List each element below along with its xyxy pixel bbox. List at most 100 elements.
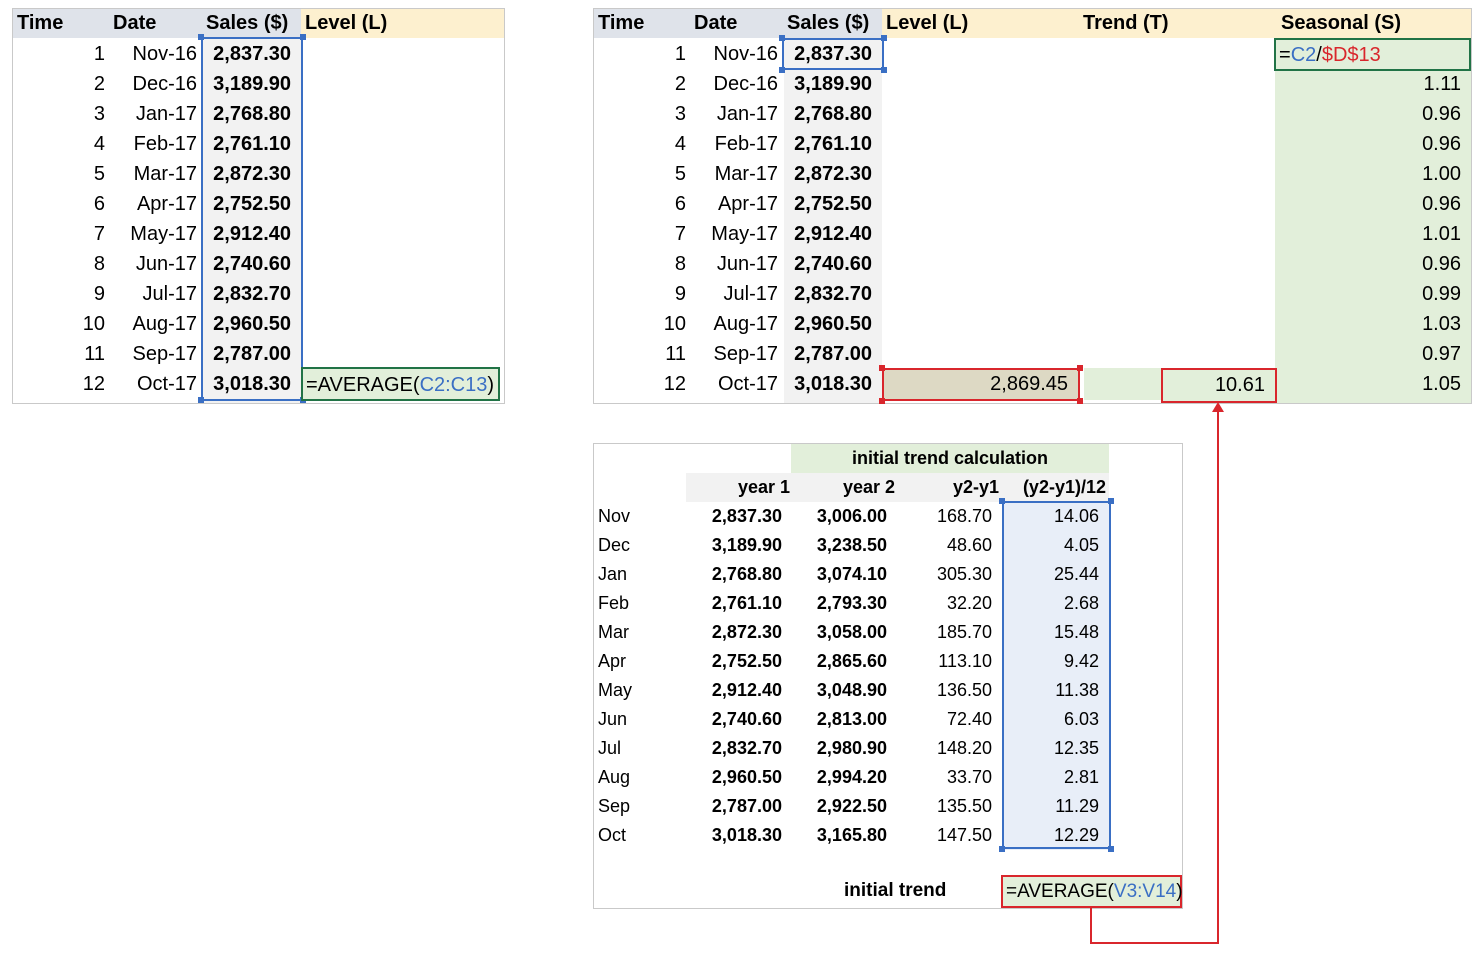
header-level[interactable]: Level (L): [305, 12, 388, 34]
seasonal-cell[interactable]: 0.96: [1422, 103, 1461, 125]
initial-trend-formula-cell[interactable]: =AVERAGE(V3:V14): [1001, 875, 1183, 908]
sales-cell[interactable]: 2,752.50: [213, 193, 291, 215]
sales-cell[interactable]: 3,189.90: [794, 73, 872, 95]
seasonal-cell[interactable]: 0.99: [1422, 283, 1461, 305]
seasonal-cell[interactable]: 1.11: [1423, 73, 1461, 95]
year2-cell[interactable]: 3,006.00: [816, 506, 887, 526]
year2-cell[interactable]: 2,922.50: [816, 796, 887, 816]
date-cell[interactable]: May-17: [711, 223, 778, 245]
selection-handle[interactable]: [1108, 498, 1114, 504]
seasonal-cell[interactable]: 1.00: [1422, 163, 1461, 185]
selection-handle[interactable]: [1108, 846, 1114, 852]
selection-handle[interactable]: [1077, 365, 1083, 371]
date-cell[interactable]: Feb-17: [133, 133, 197, 155]
sales-cell[interactable]: 3,189.90: [213, 73, 291, 95]
header-seasonal[interactable]: Seasonal (S): [1281, 12, 1402, 34]
div12-cell[interactable]: 15.48: [1053, 622, 1099, 642]
date-cell[interactable]: Jul-17: [723, 283, 778, 305]
time-cell[interactable]: 12: [663, 373, 686, 395]
time-cell[interactable]: 2: [674, 73, 686, 95]
month-cell[interactable]: Aug: [598, 767, 631, 787]
selection-handle[interactable]: [300, 34, 306, 40]
selection-handle[interactable]: [999, 498, 1005, 504]
year2-cell[interactable]: 2,980.90: [816, 738, 887, 758]
sales-cell[interactable]: 2,960.50: [213, 313, 291, 335]
month-cell[interactable]: Jun: [598, 709, 628, 729]
year2-cell[interactable]: 2,994.20: [816, 767, 887, 787]
time-cell[interactable]: 6: [93, 193, 105, 215]
date-cell[interactable]: Jan-17: [716, 103, 778, 125]
date-cell[interactable]: Feb-17: [714, 133, 778, 155]
month-cell[interactable]: Sep: [598, 796, 631, 816]
time-cell[interactable]: 3: [674, 103, 686, 125]
time-cell[interactable]: 8: [93, 253, 105, 275]
selection-handle[interactable]: [881, 35, 887, 41]
selection-handle[interactable]: [1077, 398, 1083, 404]
sales-cell[interactable]: 3,018.30: [213, 373, 291, 395]
time-cell[interactable]: 5: [93, 163, 105, 185]
time-cell[interactable]: 4: [674, 133, 686, 155]
sales-cell[interactable]: 2,832.70: [794, 283, 872, 305]
div12-cell[interactable]: 4.05: [1063, 535, 1099, 555]
div12-cell[interactable]: 25.44: [1053, 564, 1099, 584]
seasonal-cell[interactable]: 0.96: [1422, 253, 1461, 275]
time-cell[interactable]: 4: [93, 133, 105, 155]
div12-cell[interactable]: 14.06: [1053, 506, 1099, 526]
sales-cell[interactable]: 2,752.50: [794, 193, 872, 215]
selection-handle[interactable]: [198, 397, 204, 403]
sales-cell[interactable]: 2,761.10: [213, 133, 291, 155]
sales-cell[interactable]: 2,787.00: [213, 343, 291, 365]
year2-cell[interactable]: 3,058.00: [816, 622, 887, 642]
seasonal-cell[interactable]: 1.01: [1422, 223, 1461, 245]
sales-cell[interactable]: 2,872.30: [213, 163, 291, 185]
sales-cell[interactable]: 2,768.80: [213, 103, 291, 125]
month-cell[interactable]: Apr: [598, 651, 627, 671]
date-cell[interactable]: Dec-16: [132, 73, 197, 95]
sales-range-selection[interactable]: [201, 37, 303, 401]
selection-handle[interactable]: [999, 846, 1005, 852]
seasonal-formula-cell[interactable]: =C2/$D$13: [1274, 38, 1471, 71]
date-cell[interactable]: Mar-17: [133, 163, 197, 185]
time-cell[interactable]: 8: [674, 253, 686, 275]
header-date[interactable]: Date: [694, 12, 738, 34]
trend-result-cell[interactable]: 10.61: [1161, 368, 1277, 403]
month-cell[interactable]: Nov: [598, 506, 631, 526]
date-cell[interactable]: May-17: [130, 223, 197, 245]
time-cell[interactable]: 6: [674, 193, 686, 215]
header-sales[interactable]: Sales ($): [787, 12, 870, 34]
header-level[interactable]: Level (L): [886, 12, 969, 34]
sales-cell[interactable]: 2,832.70: [213, 283, 291, 305]
diff-cell[interactable]: 168.70: [936, 506, 992, 526]
selection-handle[interactable]: [881, 67, 887, 73]
time-cell[interactable]: 5: [674, 163, 686, 185]
month-cell[interactable]: Jul: [598, 738, 622, 758]
year2-cell[interactable]: 2,865.60: [816, 651, 887, 671]
time-cell[interactable]: 7: [93, 223, 105, 245]
year1-cell[interactable]: 2,872.30: [711, 622, 782, 642]
seasonal-cell[interactable]: 1.03: [1422, 313, 1461, 335]
diff-cell[interactable]: 185.70: [936, 622, 992, 642]
sales-cell[interactable]: 3,018.30: [794, 373, 872, 395]
year1-cell[interactable]: 3,189.90: [711, 535, 782, 555]
selection-handle[interactable]: [198, 34, 204, 40]
date-cell[interactable]: Mar-17: [714, 163, 778, 185]
year2-cell[interactable]: 3,074.10: [816, 564, 887, 584]
time-cell[interactable]: 1: [93, 43, 105, 65]
year1-cell[interactable]: 2,787.00: [711, 796, 782, 816]
date-cell[interactable]: Sep-17: [132, 343, 198, 365]
div12-cell[interactable]: 2.68: [1063, 593, 1099, 613]
seasonal-cell[interactable]: 0.96: [1422, 133, 1461, 155]
sales-cell[interactable]: 2,960.50: [794, 313, 872, 335]
header-time[interactable]: Time: [17, 12, 64, 34]
diff-cell[interactable]: 32.20: [946, 593, 992, 613]
year1-cell[interactable]: 2,912.40: [711, 680, 782, 700]
sales-cell[interactable]: 2,740.60: [794, 253, 872, 275]
date-cell[interactable]: Aug-17: [132, 313, 198, 335]
header-diff[interactable]: y2-y1: [952, 477, 999, 497]
header-time[interactable]: Time: [598, 12, 645, 34]
header-trend[interactable]: Trend (T): [1083, 12, 1169, 34]
header-year2[interactable]: year 2: [842, 477, 895, 497]
time-cell[interactable]: 9: [93, 283, 105, 305]
diff-cell[interactable]: 33.70: [946, 767, 992, 787]
diff-cell[interactable]: 113.10: [938, 651, 992, 671]
